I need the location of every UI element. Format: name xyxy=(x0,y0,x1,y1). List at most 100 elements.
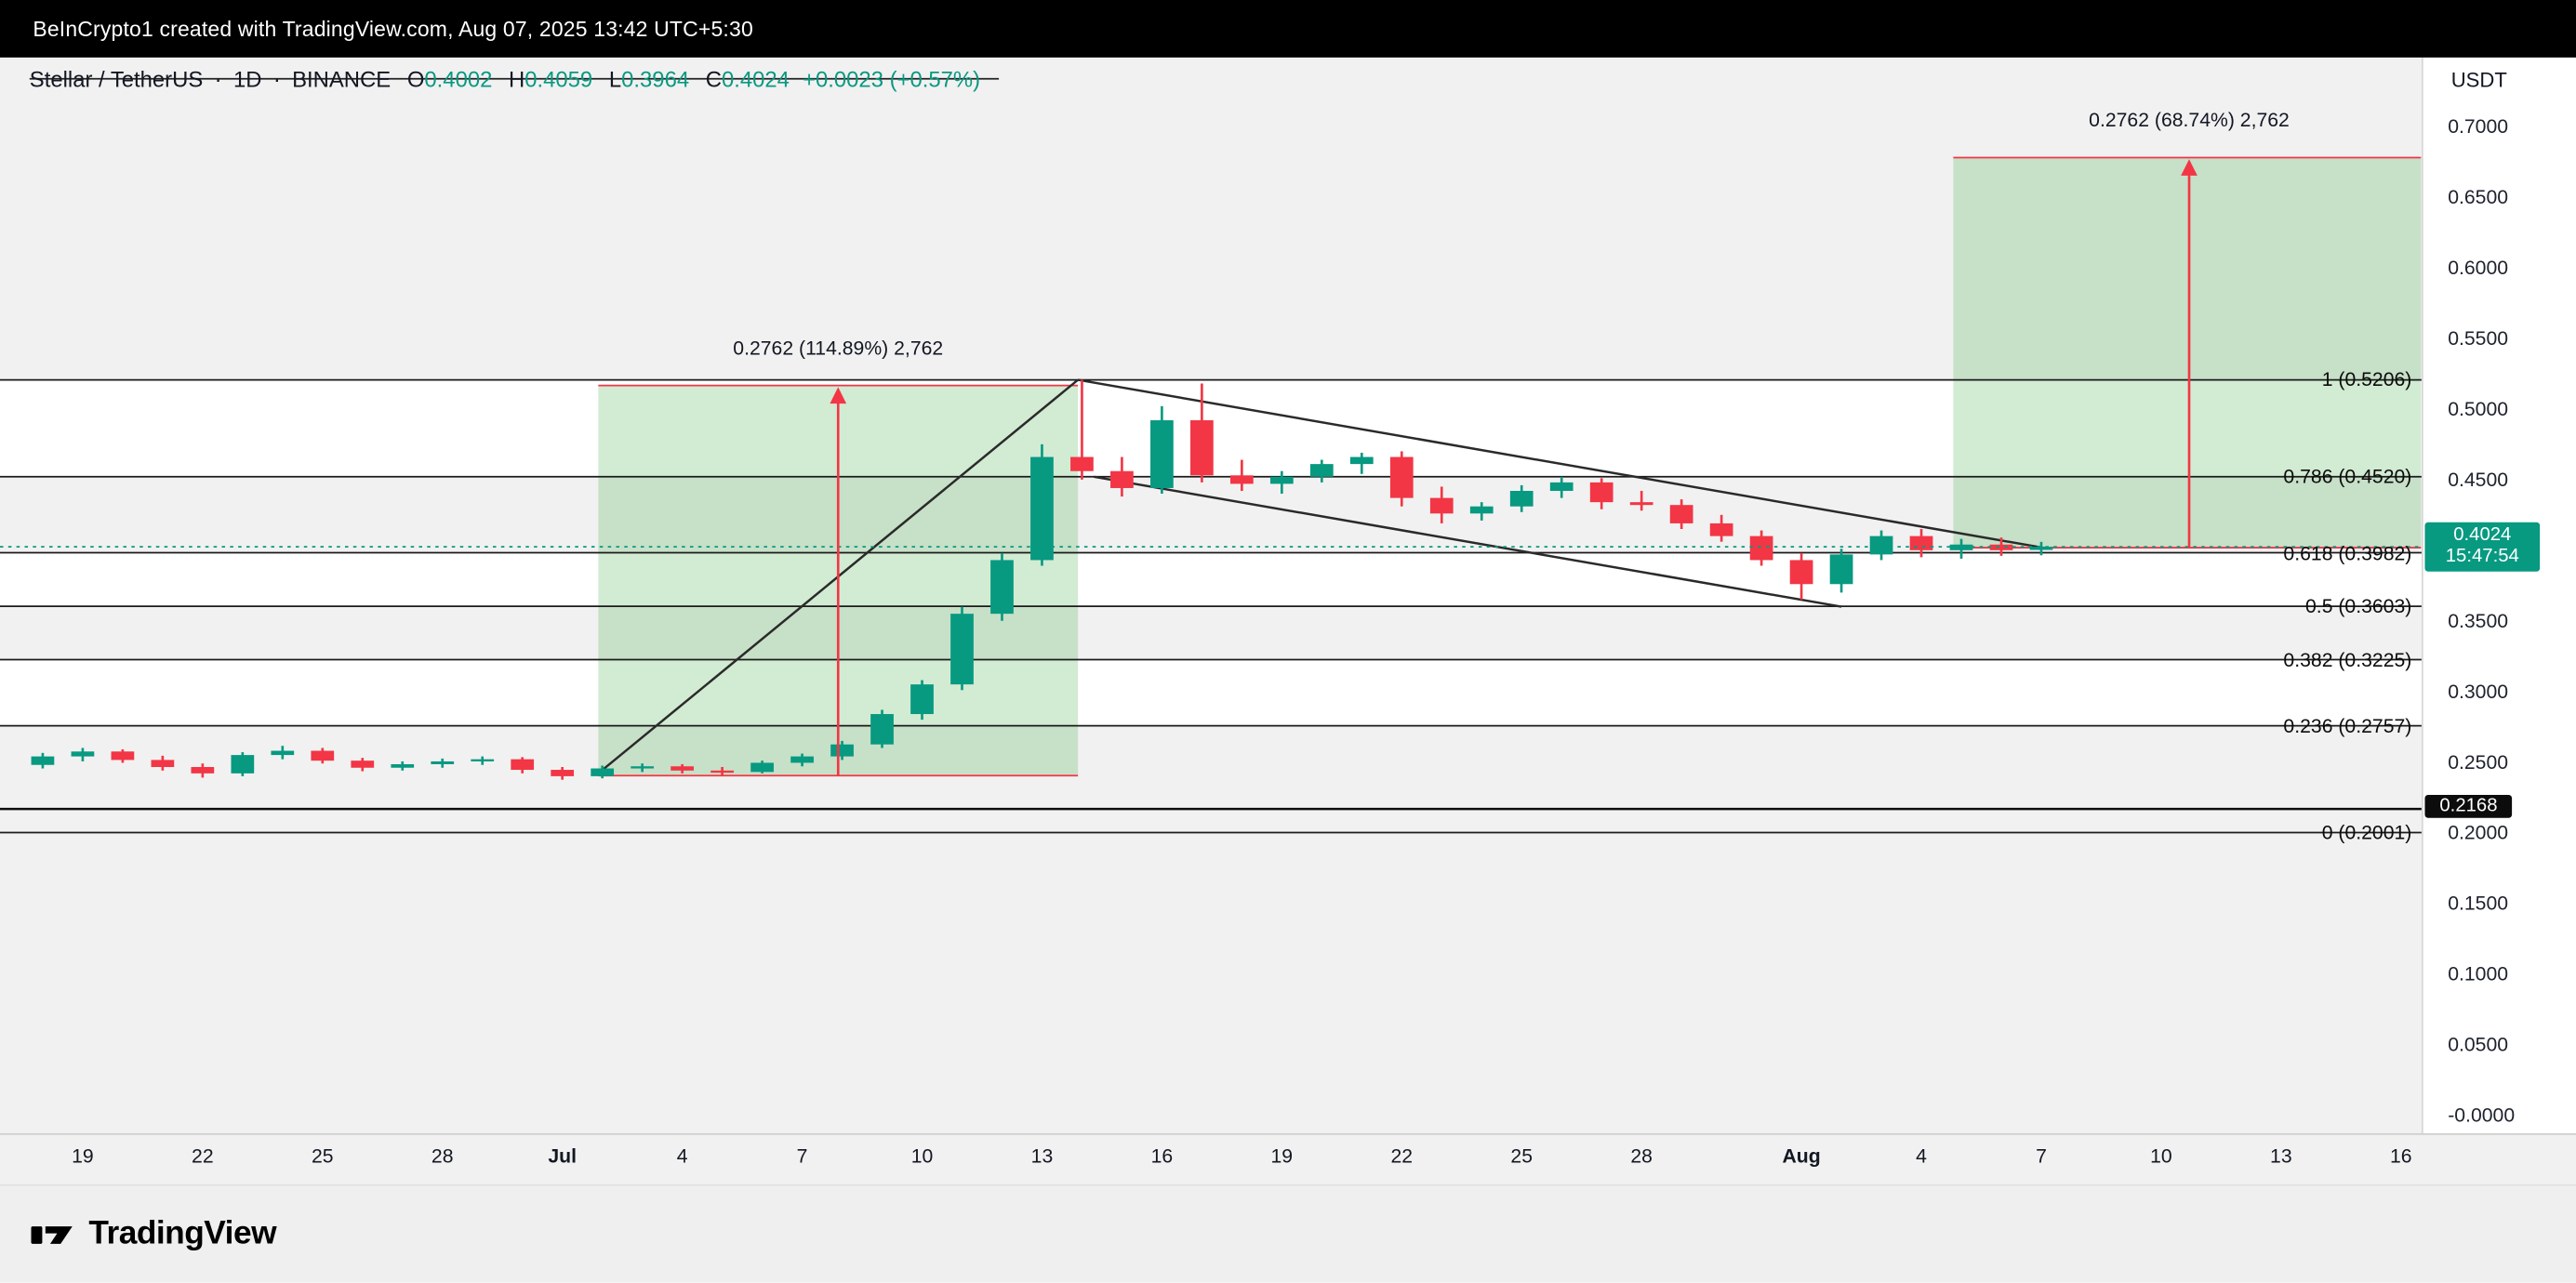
symbol-legend[interactable]: Stellar / TetherUS · 1D · BINANCE O0.4002 H0.4… xyxy=(30,67,980,91)
horizontal-line-price-badge[interactable]: 0.2168 xyxy=(2424,794,2513,817)
current-price-badge[interactable]: 0.4024 15:47:54 xyxy=(2424,522,2541,572)
candle-body xyxy=(1549,482,1573,491)
candle-body xyxy=(671,766,694,771)
low-value: 0.3964 xyxy=(621,67,690,92)
candle-body xyxy=(910,684,934,715)
price-axis-label: 0.6000 xyxy=(2448,256,2509,280)
time-axis-label: 10 xyxy=(910,1144,934,1169)
candle-body xyxy=(790,756,814,763)
price-axis-label: 0.2000 xyxy=(2448,821,2509,845)
fib-level-label: 0.382 (0.3225) xyxy=(2283,648,2412,671)
change-value: +0.0023 (+0.57%) xyxy=(803,67,981,92)
time-axis-label: 28 xyxy=(1630,1144,1653,1169)
candle-body xyxy=(1709,522,1733,536)
candle-body xyxy=(1629,502,1653,506)
tradingview-wordmark[interactable]: TradingView xyxy=(88,1215,277,1252)
price-axis-label: 0.2500 xyxy=(2448,750,2509,774)
price-scale[interactable] xyxy=(2421,57,2576,1133)
candle-body xyxy=(1070,456,1094,471)
price-axis-label: 0.5000 xyxy=(2448,397,2509,421)
candle-body xyxy=(511,759,535,771)
candle-body xyxy=(231,755,255,774)
price-axis-label: 0.5500 xyxy=(2448,326,2509,351)
trendline[interactable] xyxy=(1077,378,2050,550)
projection-label-0[interactable]: 0.2762 (114.89%) 2,762 xyxy=(733,336,944,360)
candle-body xyxy=(111,751,135,761)
fib-level-label: 1 (0.5206) xyxy=(2321,368,2412,391)
time-axis-label: 25 xyxy=(1510,1144,1534,1169)
candle-body xyxy=(391,763,415,768)
candle-body xyxy=(71,751,95,757)
time-axis-label: 25 xyxy=(311,1144,334,1169)
candle-body xyxy=(1190,420,1214,476)
candle-body xyxy=(1469,506,1494,514)
fib-level-label: 0.786 (0.4520) xyxy=(2283,465,2412,489)
candle-body xyxy=(631,766,655,769)
fib-level-label: 0.5 (0.3603) xyxy=(2305,594,2412,618)
low-label: L xyxy=(608,67,622,92)
time-axis-label: 16 xyxy=(2390,1144,2412,1169)
current-price-value: 0.4024 xyxy=(2453,525,2512,546)
candle-body xyxy=(750,762,774,773)
price-axis-label: 0.7000 xyxy=(2448,114,2509,139)
price-axis-label: 0.6500 xyxy=(2448,185,2509,209)
open-label: O xyxy=(406,67,425,92)
candle-body xyxy=(950,614,974,685)
bar-countdown: 15:47:54 xyxy=(2445,547,2519,567)
projection-arrow-head xyxy=(830,387,847,404)
tradingview-logo-icon[interactable] xyxy=(30,1214,74,1253)
high-value: 0.4059 xyxy=(524,67,593,92)
time-axis-label: 22 xyxy=(192,1144,214,1169)
price-axis-label: 0.1000 xyxy=(2448,962,2509,985)
time-axis-label: 13 xyxy=(2270,1144,2292,1169)
candle-body xyxy=(710,770,734,774)
price-axis-label: 0.3000 xyxy=(2448,680,2509,704)
exchange-label[interactable]: BINANCE xyxy=(292,67,392,92)
projection-label-1[interactable]: 0.2762 (68.74%) 2,762 xyxy=(2089,108,2290,132)
attribution-bar: BeInCrypto1 created with TradingView.com… xyxy=(0,0,2576,58)
candle-body xyxy=(2029,547,2053,550)
projection-arrow-head xyxy=(2181,159,2198,176)
candle-body xyxy=(1869,536,1893,555)
candle-body xyxy=(1429,497,1454,514)
fib-zone-band xyxy=(0,659,2422,726)
projection-box[interactable] xyxy=(1953,157,2422,549)
price-axis-label: -0.0000 xyxy=(2448,1104,2516,1127)
legend-separator: · xyxy=(272,67,281,92)
price-axis-label: 0.3500 xyxy=(2448,609,2509,633)
candle-body xyxy=(1749,536,1773,561)
candle-body xyxy=(1829,554,1853,585)
candle-body xyxy=(1269,476,1294,484)
trendline[interactable] xyxy=(1094,475,1842,608)
candle-body xyxy=(1589,482,1613,503)
candle-body xyxy=(990,560,1014,615)
candle-body xyxy=(1309,464,1334,477)
candle-body xyxy=(1989,544,2013,550)
close-label: C xyxy=(705,67,722,92)
candle-body xyxy=(1150,420,1174,488)
candle-body xyxy=(31,756,55,765)
symbol-name[interactable]: Stellar / TetherUS xyxy=(29,67,204,92)
price-axis-label: 0.4500 xyxy=(2448,468,2509,492)
fib-level-label: 0.236 (0.2757) xyxy=(2283,714,2412,738)
price-axis-label: 0.1500 xyxy=(2448,892,2509,915)
time-axis-label: Jul xyxy=(548,1144,577,1169)
candle-body xyxy=(1509,490,1534,507)
candle-body xyxy=(551,770,575,776)
time-axis-label: 4 xyxy=(676,1144,688,1169)
candle-body xyxy=(1030,456,1054,561)
attribution-text: BeInCrypto1 created with TradingView.com… xyxy=(33,16,753,42)
candle-body xyxy=(471,759,495,761)
interval-label[interactable]: 1D xyxy=(232,67,262,92)
high-label: H xyxy=(509,67,525,92)
time-axis-label: 10 xyxy=(2150,1144,2172,1169)
time-scale[interactable] xyxy=(0,1132,2576,1184)
candle-body xyxy=(351,761,375,768)
candle-body xyxy=(1669,505,1693,523)
open-value: 0.4002 xyxy=(424,67,493,92)
time-axis-label: 13 xyxy=(1030,1144,1054,1169)
time-axis-label: 22 xyxy=(1390,1144,1414,1169)
